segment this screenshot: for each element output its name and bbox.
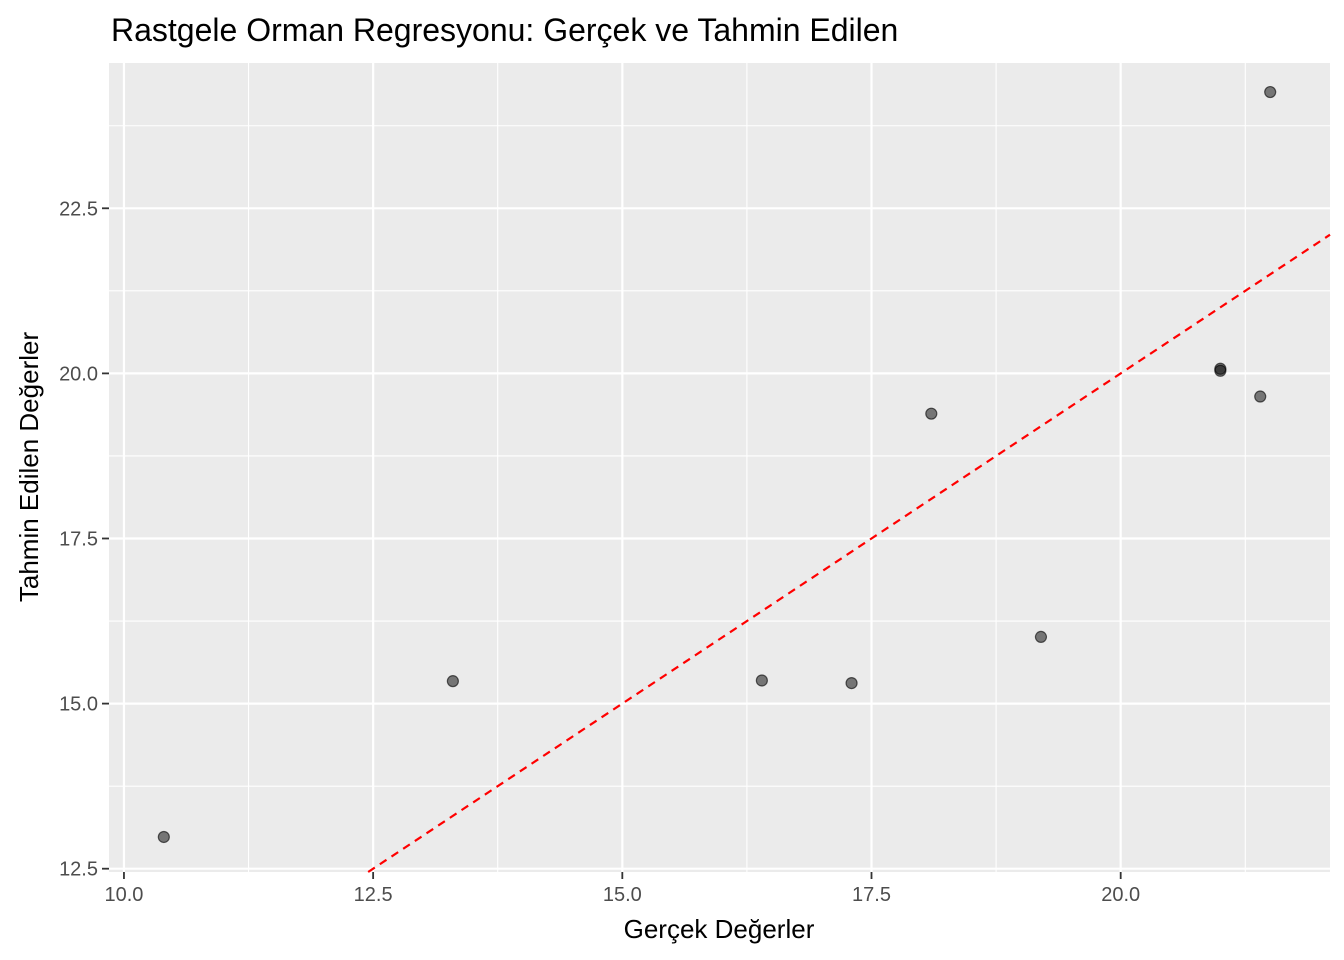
minor-gridlines [109,63,1330,872]
y-axis-title: Tahmin Edilen Değerler [14,332,44,603]
data-point [1214,364,1227,377]
x-axis-title: Gerçek Değerler [624,914,815,944]
data-point [1264,85,1277,99]
chart-title: Rastgele Orman Regresyonu: Gerçek ve Tah… [111,12,898,48]
y-tick-label: 15.0 [59,694,98,716]
data-points [157,85,1277,844]
data-point [1034,630,1048,643]
plot-panel [109,63,1330,872]
x-tick-label: 12.5 [354,884,393,906]
y-axis: 12.5 15.0 17.5 20.0 22.5 [59,198,109,881]
data-point [925,407,938,420]
data-point [755,674,768,687]
major-gridlines [109,63,1330,872]
x-tick-label: 17.5 [852,884,891,906]
y-tick-label: 17.5 [59,528,98,550]
x-axis: 10.0 12.5 15.0 17.5 20.0 [104,872,1140,906]
reference-line-group [367,233,1331,873]
data-point [446,675,459,688]
data-point [845,677,858,690]
x-tick-label: 20.0 [1101,884,1140,906]
data-point [1254,390,1267,403]
data-point [157,830,170,844]
y-tick-label: 12.5 [59,859,98,881]
x-tick-label: 15.0 [603,884,642,906]
y-tick-label: 22.5 [59,198,98,220]
identity-reference-line [367,233,1331,873]
x-tick-label: 10.0 [104,884,143,906]
y-tick-label: 20.0 [59,363,98,385]
